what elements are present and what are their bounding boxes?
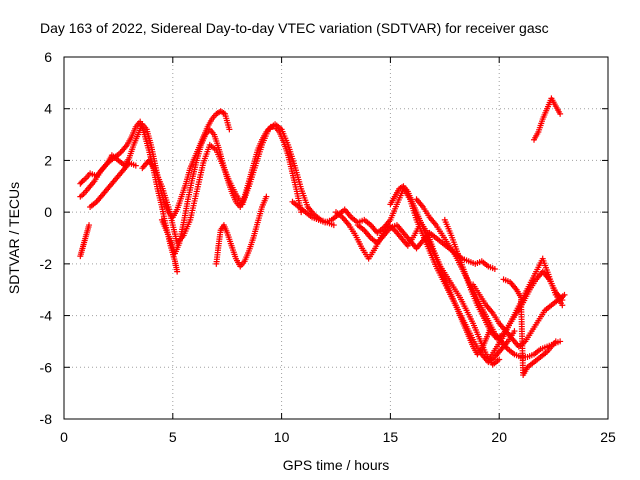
series-arc-17 [531, 95, 564, 143]
data-point [561, 291, 568, 298]
y-tick-label: -4 [40, 308, 53, 324]
data-point [491, 266, 498, 273]
x-tick-label: 0 [60, 429, 68, 445]
y-tick-label: -6 [40, 359, 53, 375]
plot-frame [63, 56, 609, 420]
x-tick-label: 5 [169, 429, 177, 445]
series-arc-2 [77, 108, 233, 221]
data-point [86, 222, 93, 229]
series-arc-15 [487, 255, 566, 360]
y-axis-label: SDTVAR / TECUs [6, 182, 22, 294]
series-arc-4 [87, 160, 139, 210]
x-tick-label: 25 [600, 429, 616, 445]
series-arc-8 [289, 185, 518, 366]
y-tick-label: 6 [44, 49, 52, 65]
series-arc-14 [470, 281, 568, 350]
y-tick-label: -2 [40, 256, 53, 272]
y-tick-label: -8 [40, 411, 53, 427]
x-tick-label: 20 [491, 429, 507, 445]
grid-lines [64, 57, 608, 419]
series-arc-7 [213, 193, 270, 270]
series-arc-11 [387, 183, 494, 358]
series-arc-6 [158, 123, 305, 257]
series-arc-3 [77, 222, 93, 260]
data-point [226, 126, 233, 133]
x-tick-label: 10 [274, 429, 290, 445]
axis-ticks: 0 5 10 15 20 25 -8 -6 -4 -2 0 2 4 6 [40, 49, 616, 445]
series-arc-12 [413, 196, 564, 360]
data-point [552, 338, 559, 345]
data-points [77, 95, 568, 379]
data-point [132, 162, 139, 169]
data-point [511, 328, 518, 335]
chart-title: Day 163 of 2022, Sidereal Day-to-day VTE… [40, 20, 549, 36]
data-point [330, 222, 337, 229]
x-axis-label: GPS time / hours [283, 457, 390, 473]
data-point [557, 110, 564, 117]
x-tick-label: 15 [383, 429, 399, 445]
data-point [559, 302, 566, 309]
data-point [174, 268, 181, 275]
series-arc-16 [500, 276, 559, 379]
data-point [496, 356, 503, 363]
y-tick-label: 0 [44, 204, 52, 220]
data-point [263, 193, 270, 200]
y-tick-label: 4 [44, 101, 52, 117]
y-tick-label: 2 [44, 152, 52, 168]
